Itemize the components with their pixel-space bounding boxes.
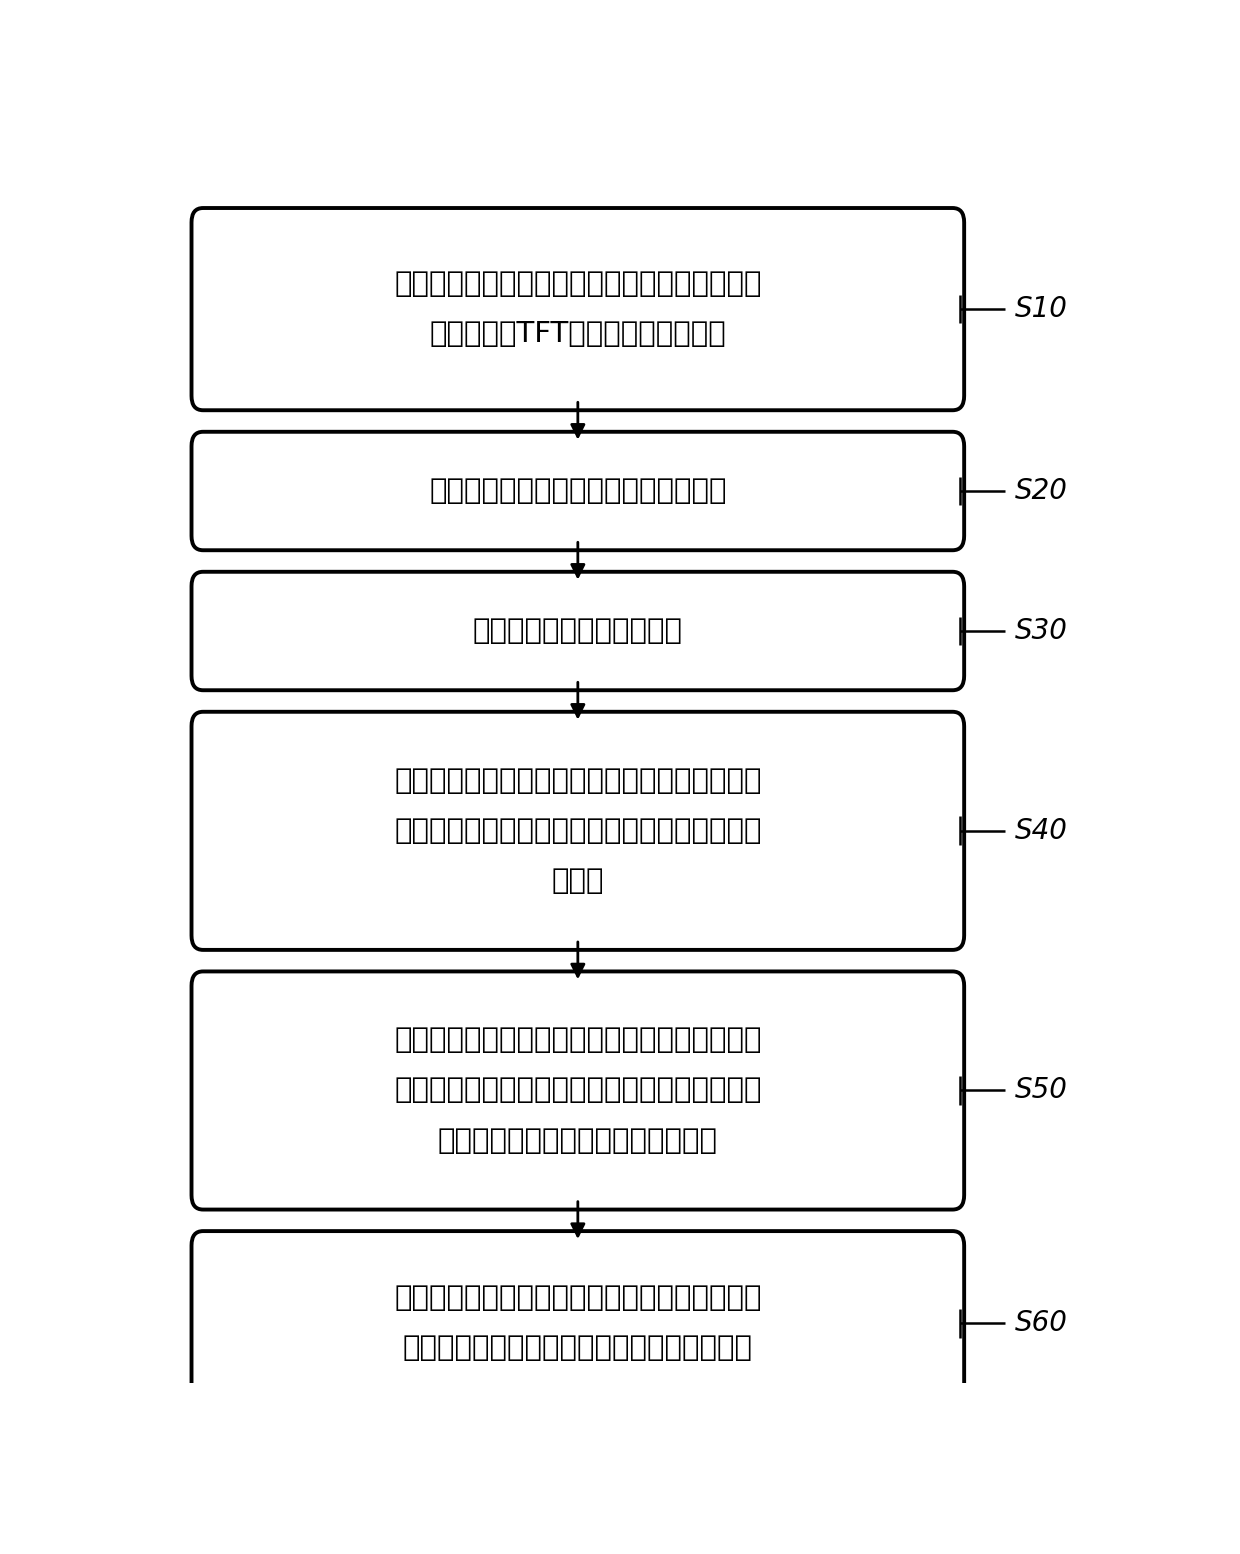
FancyBboxPatch shape — [191, 971, 965, 1209]
Text: 光刻胶: 光刻胶 — [552, 867, 604, 895]
Text: S60: S60 — [1016, 1308, 1068, 1338]
Text: ，使得去除与第二区域垂直对应区域的压电膜: ，使得去除与第二区域垂直对应区域的压电膜 — [403, 1335, 753, 1363]
Text: 案化，使得去除绝缘层第二区域垂直对应区域的: 案化，使得去除绝缘层第二区域垂直对应区域的 — [394, 817, 761, 845]
Text: S40: S40 — [1016, 817, 1068, 845]
Text: 得在第一金属层所在区域形成刻蚀通道，并去除: 得在第一金属层所在区域形成刻蚀通道，并去除 — [394, 1077, 761, 1105]
Text: 第一隔垫层上形成第一金属层，第一隔垫层与第: 第一隔垫层上形成第一金属层，第一隔垫层与第 — [394, 270, 761, 298]
Text: S30: S30 — [1016, 617, 1068, 645]
FancyBboxPatch shape — [191, 712, 965, 949]
FancyBboxPatch shape — [191, 432, 965, 550]
Text: 利用刻蚀通道，从压电膜层的两侧进行湿法刻蚀: 利用刻蚀通道，从压电膜层的两侧进行湿法刻蚀 — [394, 1284, 761, 1312]
Text: S10: S10 — [1016, 295, 1068, 323]
Text: 压电膜层上形成第二金属层: 压电膜层上形成第二金属层 — [472, 617, 683, 645]
Text: 在绝缘层对应的整个区域形成压电膜层: 在绝缘层对应的整个区域形成压电膜层 — [429, 477, 727, 505]
Text: S50: S50 — [1016, 1077, 1068, 1105]
FancyBboxPatch shape — [191, 1231, 965, 1416]
FancyBboxPatch shape — [191, 208, 965, 410]
Text: S20: S20 — [1016, 477, 1068, 505]
FancyBboxPatch shape — [191, 572, 965, 690]
Text: 一金属层在TFT基板上的正投影重叠: 一金属层在TFT基板上的正投影重叠 — [429, 320, 727, 348]
Text: 湿法刻蚀整个第一金属层和部分第二金属层，使: 湿法刻蚀整个第一金属层和部分第二金属层，使 — [394, 1026, 761, 1054]
Text: 第二区域垂直对应区域的第二金属层: 第二区域垂直对应区域的第二金属层 — [438, 1127, 718, 1155]
Text: 在第二金属层上形成光刻胶，并曝光显影进行图: 在第二金属层上形成光刻胶，并曝光显影进行图 — [394, 766, 761, 794]
